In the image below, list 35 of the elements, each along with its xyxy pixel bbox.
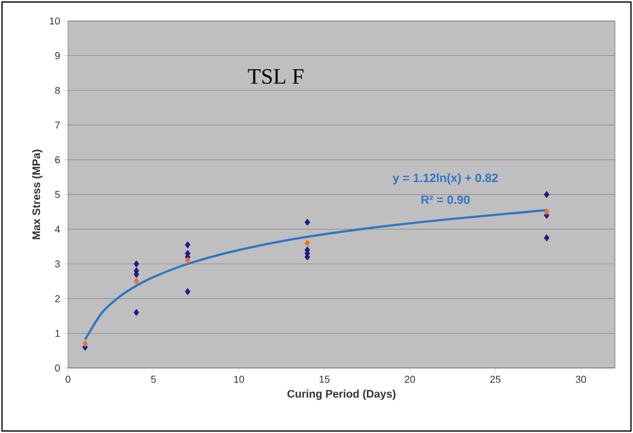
x-tick-label: 10 bbox=[234, 376, 244, 383]
annotation: R² = 0.90 bbox=[421, 195, 470, 204]
y-tick-label: 4 bbox=[54, 226, 60, 233]
y-tick-label: 6 bbox=[55, 156, 60, 164]
point bbox=[544, 234, 550, 242]
point bbox=[304, 218, 310, 226]
point bbox=[134, 278, 140, 285]
point bbox=[134, 308, 140, 316]
x-tick-label: 20 bbox=[404, 376, 416, 383]
y-tick-label: 7 bbox=[55, 122, 60, 129]
point bbox=[544, 190, 550, 198]
x-tick-label: 30 bbox=[576, 376, 586, 383]
x-tick-label: 0 bbox=[66, 376, 70, 383]
point bbox=[184, 241, 190, 248]
annotation: y = 1.12ln(x) + 0.82 bbox=[392, 173, 498, 184]
point bbox=[134, 260, 140, 268]
y-tick-label: 8 bbox=[55, 86, 60, 94]
x-tick-label: 25 bbox=[490, 376, 500, 383]
x-axis-title: Curing Period (Days) bbox=[287, 390, 396, 400]
y-tick-label: 10 bbox=[50, 17, 60, 25]
y-tick-label: 3 bbox=[55, 260, 60, 268]
point bbox=[82, 340, 88, 348]
x-tick-label: 15 bbox=[320, 376, 330, 383]
text: TSL F bbox=[248, 69, 304, 84]
x-tick-label: 5 bbox=[151, 376, 156, 383]
y-tick-label: 5 bbox=[55, 191, 60, 198]
y-tick-label: 0 bbox=[55, 364, 60, 372]
y-axis-title: Max Stress (MPa) bbox=[32, 150, 42, 240]
point bbox=[304, 239, 310, 247]
y-tick-label: 9 bbox=[55, 52, 60, 60]
y-tick-label: 1 bbox=[55, 330, 60, 337]
point bbox=[544, 208, 550, 216]
point bbox=[184, 288, 190, 296]
point bbox=[184, 256, 190, 264]
y-tick-label: 2 bbox=[55, 295, 60, 302]
